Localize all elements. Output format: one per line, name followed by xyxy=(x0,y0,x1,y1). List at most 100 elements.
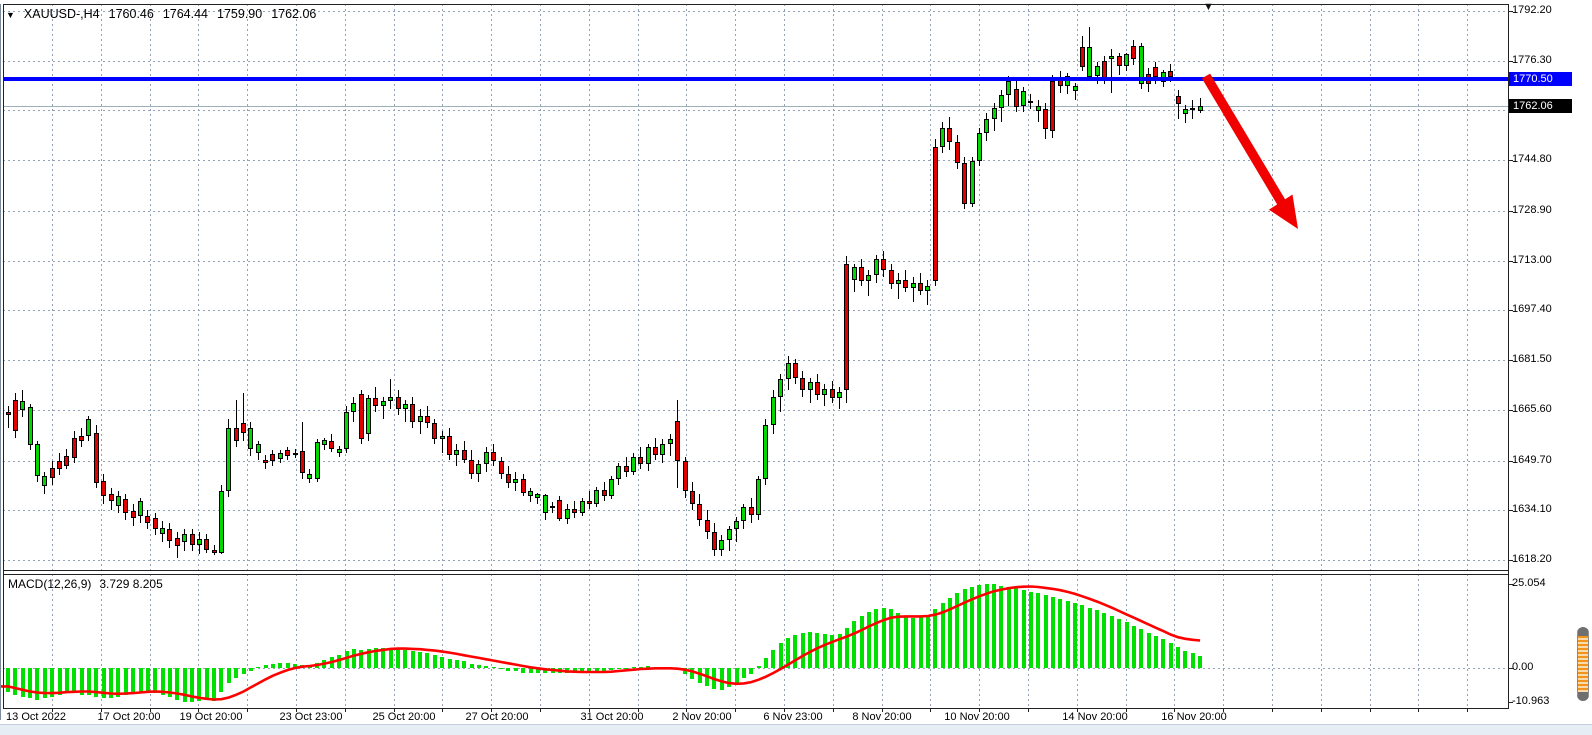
macd-histogram-bar xyxy=(749,668,754,674)
v-gridline xyxy=(296,4,297,708)
macd-histogram-bar xyxy=(1198,655,1203,668)
macd-histogram-bar xyxy=(506,668,511,671)
macd-histogram-bar xyxy=(64,668,69,694)
panel-separator-bottom[interactable] xyxy=(3,574,1509,575)
v-gridline xyxy=(101,4,102,708)
price-axis-tick xyxy=(1508,211,1513,212)
macd-histogram-bar xyxy=(947,597,952,668)
vertical-scrollbar-thumb[interactable] xyxy=(1577,627,1589,701)
candle-body xyxy=(263,459,268,463)
candle-body xyxy=(998,95,1004,108)
v-gridline xyxy=(345,4,346,708)
time-axis-label: 27 Oct 20:00 xyxy=(465,711,529,723)
chart-menu-triangle-icon[interactable]: ▼ xyxy=(6,10,15,20)
candle-body xyxy=(1138,46,1144,85)
candle-body xyxy=(601,489,607,496)
candle-wick xyxy=(235,399,237,447)
chart-shift-triangle-icon[interactable]: ▼ xyxy=(1203,1,1214,13)
candle-wick xyxy=(382,396,384,419)
candle-body xyxy=(697,503,703,520)
time-axis-tick xyxy=(52,708,53,712)
candle-body xyxy=(1065,76,1071,87)
price-axis-tick xyxy=(1508,410,1513,411)
window-left-edge xyxy=(0,4,1,720)
candle-body xyxy=(196,538,202,545)
candle-body xyxy=(108,493,114,501)
trend-arrow-shaft[interactable] xyxy=(1201,73,1288,208)
macd-histogram-bar xyxy=(778,642,783,668)
candle-body xyxy=(57,460,62,469)
macd-histogram-bar xyxy=(1050,596,1055,668)
candle-wick xyxy=(537,492,539,504)
candle-body xyxy=(910,282,916,288)
h-gridline xyxy=(3,560,1508,561)
candle-body xyxy=(248,427,254,449)
time-axis-label: 10 Nov 20:00 xyxy=(944,711,1010,723)
macd-histogram-bar xyxy=(756,666,761,668)
macd-histogram-bar xyxy=(815,632,820,668)
price-axis-label: 1665.60 xyxy=(1512,403,1552,415)
macd-histogram-bar xyxy=(1028,591,1033,668)
candle-body xyxy=(748,507,754,515)
candle-body xyxy=(204,538,210,550)
macd-histogram-bar xyxy=(646,666,651,668)
v-gridline xyxy=(686,4,687,708)
macd-histogram-bar xyxy=(418,651,423,668)
candle-body xyxy=(837,391,842,399)
time-axis-label: 25 Oct 20:00 xyxy=(372,711,436,723)
macd-histogram-bar xyxy=(57,668,62,695)
time-axis-tick xyxy=(1272,708,1273,712)
candle-body xyxy=(5,412,11,416)
chart-left-frame xyxy=(3,4,4,709)
candle-body xyxy=(1072,86,1078,92)
chart-top-frame xyxy=(3,4,1509,5)
macd-histogram-bar xyxy=(293,664,297,668)
macd-histogram-bar xyxy=(977,584,982,668)
macd-histogram-bar xyxy=(1117,619,1122,668)
macd-histogram-bar xyxy=(1080,605,1085,668)
macd-histogram-bar xyxy=(1183,650,1188,668)
h-gridline xyxy=(3,360,1508,361)
candle-body xyxy=(505,473,511,484)
candle-body xyxy=(734,521,739,530)
time-axis-label: 2 Nov 20:00 xyxy=(672,711,732,723)
candle-wick xyxy=(839,387,840,410)
macd-histogram-bar xyxy=(256,667,261,668)
price-axis-label: 1618.20 xyxy=(1512,553,1552,565)
candle-body xyxy=(542,494,548,513)
macd-histogram-bar xyxy=(528,668,533,674)
macd-histogram-bar xyxy=(219,668,224,692)
high-value: 1764.44 xyxy=(162,7,209,21)
candle-wick xyxy=(912,276,914,302)
candle-body xyxy=(498,461,504,474)
candle-body xyxy=(991,107,997,119)
candle-body xyxy=(1043,109,1048,130)
macd-histogram-bar xyxy=(432,655,437,668)
candle-body xyxy=(49,467,55,478)
v-gridline xyxy=(52,4,53,708)
candle-body xyxy=(86,418,92,436)
candle-body xyxy=(1013,89,1019,108)
macd-histogram-bar xyxy=(381,647,386,668)
macd-histogram-bar xyxy=(241,668,246,674)
macd-histogram-bar xyxy=(690,668,695,679)
candle-wick xyxy=(1111,49,1113,94)
macd-zero-line xyxy=(3,668,1508,669)
hline-price-tag[interactable]: 1770.50 xyxy=(1509,72,1572,86)
v-gridline xyxy=(442,4,443,708)
panel-separator-top[interactable] xyxy=(3,570,1509,571)
time-axis-tick xyxy=(833,708,834,712)
time-axis-tick xyxy=(638,708,639,712)
candle-body xyxy=(34,443,40,476)
candle-body xyxy=(616,466,622,479)
candle-body xyxy=(866,275,872,282)
h-gridline xyxy=(3,410,1508,411)
trend-arrow-head-icon[interactable] xyxy=(1268,194,1298,230)
macd-histogram-bar xyxy=(992,584,996,668)
candle-body xyxy=(218,491,224,554)
v-gridline xyxy=(638,4,639,708)
candle-body xyxy=(550,505,555,508)
candle-body xyxy=(491,451,497,462)
horizontal-line-1770-50[interactable] xyxy=(3,77,1508,81)
